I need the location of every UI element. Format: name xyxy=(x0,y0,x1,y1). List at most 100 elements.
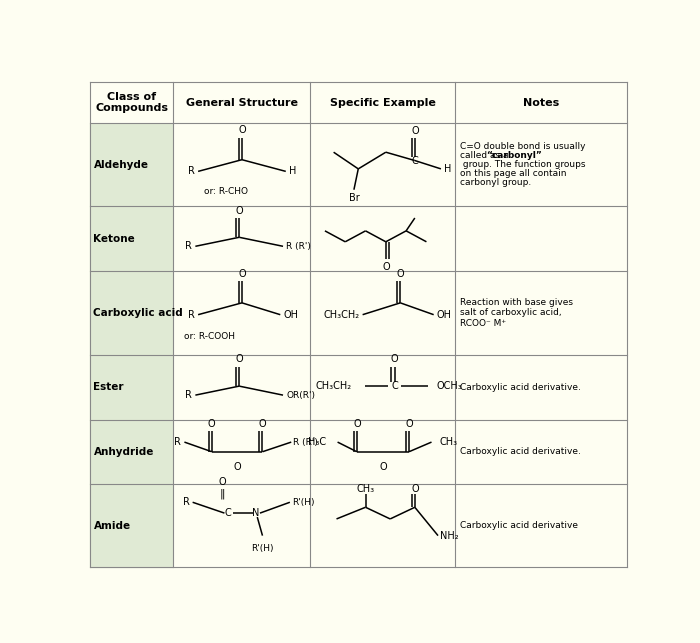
Bar xyxy=(174,271,310,355)
Text: O: O xyxy=(353,419,360,429)
Text: O: O xyxy=(391,354,398,365)
Text: R: R xyxy=(186,390,192,400)
Text: or: R-CHO: or: R-CHO xyxy=(204,187,248,196)
Bar xyxy=(450,484,627,567)
Text: Specific Example: Specific Example xyxy=(330,98,436,107)
Bar xyxy=(90,271,174,355)
Bar xyxy=(90,82,627,123)
Text: O: O xyxy=(259,419,266,429)
Bar xyxy=(174,123,310,206)
Text: OH: OH xyxy=(437,310,452,320)
Text: Anhydride: Anhydride xyxy=(94,447,154,457)
Text: C: C xyxy=(225,508,232,518)
Text: Class of
Compounds: Class of Compounds xyxy=(95,92,168,113)
Text: General Structure: General Structure xyxy=(186,98,298,107)
Bar xyxy=(456,484,627,567)
Text: carbonyl group.: carbonyl group. xyxy=(460,178,531,187)
Bar xyxy=(456,206,627,271)
Text: Carboxylic acid derivative: Carboxylic acid derivative xyxy=(460,521,578,530)
Bar xyxy=(456,123,627,206)
Bar xyxy=(90,420,174,484)
Bar xyxy=(450,206,627,271)
Text: R: R xyxy=(186,241,192,251)
Text: Ketone: Ketone xyxy=(94,233,135,244)
Text: R: R xyxy=(183,497,190,507)
Text: O: O xyxy=(238,125,246,135)
Text: called as a: called as a xyxy=(460,151,511,160)
Text: Aldehyde: Aldehyde xyxy=(94,159,148,170)
Bar xyxy=(310,271,456,355)
Text: OR(R'): OR(R') xyxy=(286,391,315,400)
Bar xyxy=(450,420,627,484)
Text: H₃C: H₃C xyxy=(307,437,326,447)
Bar xyxy=(174,355,310,420)
Bar xyxy=(90,484,174,567)
Bar xyxy=(456,355,627,420)
Text: R: R xyxy=(188,167,195,176)
Bar xyxy=(308,271,450,355)
Text: Notes: Notes xyxy=(523,98,559,107)
Bar xyxy=(308,206,450,271)
Bar xyxy=(308,355,450,420)
Bar xyxy=(90,206,174,271)
Text: Carboxylic acid derivative.: Carboxylic acid derivative. xyxy=(460,383,580,392)
Text: group. The function groups: group. The function groups xyxy=(460,160,585,169)
Text: CH₃CH₂: CH₃CH₂ xyxy=(315,381,351,391)
Bar xyxy=(174,123,308,206)
Text: OCH₃: OCH₃ xyxy=(436,381,462,391)
Text: Ester: Ester xyxy=(94,383,124,392)
Text: O: O xyxy=(411,125,419,136)
Bar xyxy=(450,271,627,355)
Text: O: O xyxy=(235,206,243,215)
Text: O: O xyxy=(238,269,246,280)
Bar xyxy=(174,355,308,420)
Bar xyxy=(90,82,627,123)
Text: Br: Br xyxy=(349,193,359,203)
Text: H: H xyxy=(444,164,451,174)
Bar xyxy=(90,355,174,420)
Text: R (R'): R (R') xyxy=(293,438,318,447)
Text: O: O xyxy=(382,262,390,271)
Text: C: C xyxy=(412,156,418,165)
Bar xyxy=(450,355,627,420)
Bar xyxy=(174,206,308,271)
Text: O: O xyxy=(219,476,227,487)
Bar xyxy=(90,271,174,355)
Bar xyxy=(308,484,450,567)
Text: NH₂: NH₂ xyxy=(440,530,459,541)
Text: on this page all contain: on this page all contain xyxy=(460,169,566,178)
Text: R: R xyxy=(188,310,195,320)
Bar xyxy=(174,420,308,484)
Text: R'(H): R'(H) xyxy=(292,498,314,507)
Text: R (R'): R (R') xyxy=(286,242,312,251)
Text: Carboxylic acid: Carboxylic acid xyxy=(94,308,183,318)
Bar xyxy=(174,484,310,567)
Bar xyxy=(90,123,174,206)
Bar xyxy=(174,420,310,484)
Bar xyxy=(310,355,456,420)
Bar xyxy=(450,123,627,206)
Text: R'(H): R'(H) xyxy=(251,543,274,552)
Text: R: R xyxy=(174,437,181,447)
Bar xyxy=(310,420,456,484)
Text: N: N xyxy=(252,508,259,518)
Text: O: O xyxy=(235,354,243,365)
Text: C: C xyxy=(391,381,398,391)
Bar xyxy=(308,123,450,206)
Bar xyxy=(174,271,308,355)
Text: O: O xyxy=(208,419,216,429)
Bar xyxy=(90,206,174,271)
Text: CH₃: CH₃ xyxy=(356,484,374,494)
Bar xyxy=(308,420,450,484)
Text: C=O double bond is usually: C=O double bond is usually xyxy=(460,142,585,151)
Text: Reaction with base gives
salt of carboxylic acid,
RCOO⁻ M⁺: Reaction with base gives salt of carboxy… xyxy=(460,298,573,328)
Bar xyxy=(90,420,174,484)
Text: O: O xyxy=(396,269,404,280)
Bar xyxy=(174,484,308,567)
Bar xyxy=(174,206,310,271)
Bar xyxy=(310,123,456,206)
Text: ‖: ‖ xyxy=(220,489,225,499)
Bar xyxy=(456,271,627,355)
Text: OH: OH xyxy=(284,310,298,320)
Text: “carbonyl”: “carbonyl” xyxy=(486,151,542,160)
